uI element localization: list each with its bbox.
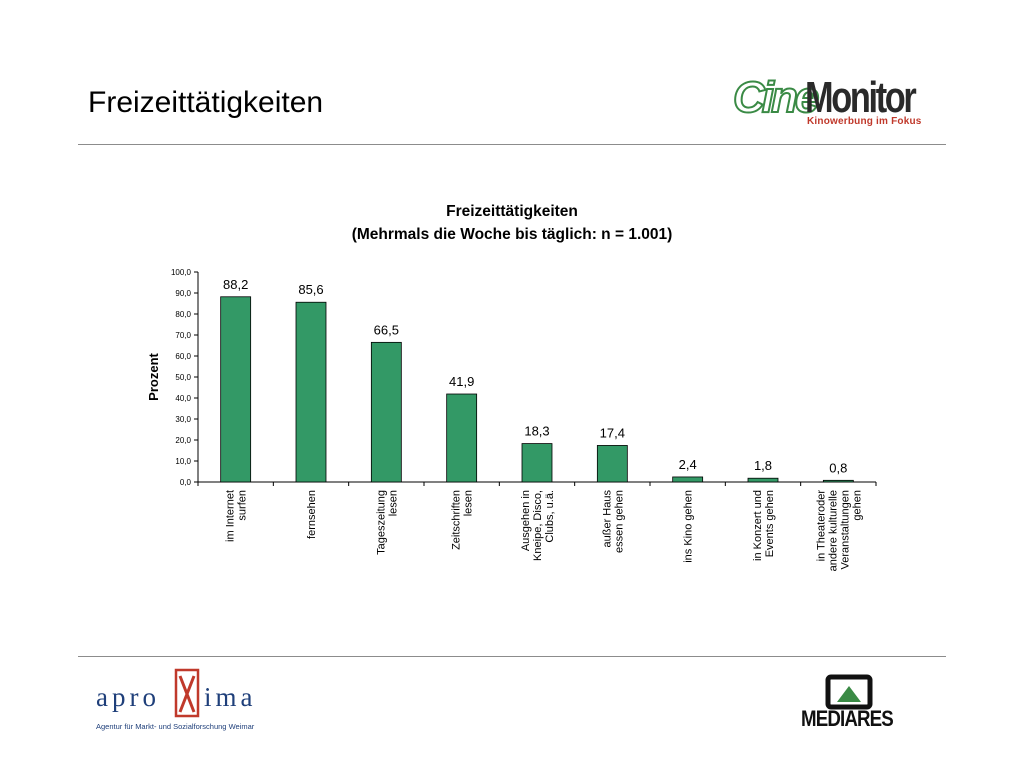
category-label-line: Events gehen: [764, 490, 776, 557]
category-label-line: Ausgehen in: [520, 490, 532, 551]
category-label: Ausgehen in Kneipe, Disco, Clubs, u.ä.: [520, 490, 556, 561]
bottom-divider: [78, 656, 946, 657]
category-label: fernsehen: [306, 490, 318, 539]
cinemonitor-logo: Cine Monitor Kinowerbung im Fokus: [732, 73, 943, 130]
bar: [370, 341, 402, 483]
category-label-line: Zeitschriften: [451, 490, 463, 550]
monitor-icon: [825, 674, 873, 710]
y-tick-label: 0,0: [180, 478, 192, 487]
category-label-line: lesen: [463, 490, 475, 516]
category-label-line: Veranstaltungen: [839, 490, 851, 570]
category-label: in Konzert und Events gehen: [752, 490, 776, 561]
y-tick-label: 60,0: [175, 352, 191, 361]
bar: [596, 445, 628, 483]
cinemonitor-logo-monitor: Monitor: [805, 73, 917, 122]
bar: [446, 393, 478, 483]
aproxima-logo-pre: apro: [96, 682, 160, 712]
category-label-line: im Internet: [225, 490, 237, 542]
chart-subtitle: (Mehrmals die Woche bis täglich: n = 1.0…: [351, 226, 673, 243]
category-label: Zeitschriften lesen: [451, 490, 475, 550]
value-label: 88,2: [223, 277, 248, 292]
category-label: in Theateroder andere kulturelle Veranstal…: [815, 490, 863, 572]
category-label: ins Kino gehen: [683, 490, 695, 563]
y-tick-label: 10,0: [175, 457, 191, 466]
value-label: 66,5: [374, 322, 399, 337]
y-tick-label: 90,0: [175, 289, 191, 298]
cinemonitor-tagline: Kinowerbung im Fokus: [807, 116, 922, 127]
value-label: 1,8: [754, 458, 772, 473]
slide-title: Freizeittätigkeiten: [88, 86, 324, 119]
y-tick-label: 80,0: [175, 310, 191, 319]
bar: [822, 479, 854, 483]
chart-title: Freizeittätigkeiten: [446, 203, 578, 220]
aproxima-subtitle: Agentur für Markt- und Sozialforschung W…: [96, 722, 255, 731]
bar: [220, 296, 252, 483]
y-tick-label: 40,0: [175, 394, 191, 403]
category-label-line: lesen: [387, 490, 399, 516]
bar: [295, 301, 327, 483]
y-tick-label: 100,0: [171, 268, 192, 277]
y-tick-label: 70,0: [175, 331, 191, 340]
category-label-line: gehen: [851, 490, 863, 521]
value-label: 2,4: [679, 457, 697, 472]
bar: [672, 476, 704, 483]
aproxima-logo-post: ima: [204, 682, 257, 712]
cinemonitor-logo-cine: Cine: [732, 73, 820, 123]
category-label-line: surfen: [237, 490, 249, 521]
top-divider: [78, 144, 946, 145]
bar: [747, 477, 779, 483]
y-tick-label: 30,0: [175, 415, 191, 424]
category-label: außer Haus essen gehen: [601, 490, 625, 553]
category-label-line: andere kulturelle: [827, 490, 839, 571]
category-label-line: Clubs, u.ä.: [544, 490, 556, 543]
mediares-logo-text: MEDIARES: [801, 706, 894, 731]
mediares-logo: MEDIARES: [801, 674, 911, 736]
aproxima-logo: apro ima Agentur für Markt- und Sozialfo…: [96, 668, 276, 738]
category-label-line: Tageszeitung: [375, 490, 387, 555]
value-label: 85,6: [298, 282, 323, 297]
aproxima-x-icon: [174, 668, 200, 718]
y-tick-label: 50,0: [175, 373, 191, 382]
category-label: Tageszeitung lesen: [375, 490, 399, 555]
bar: [521, 443, 553, 483]
value-label: 0,8: [829, 460, 847, 475]
value-label: 41,9: [449, 374, 474, 389]
aproxima-logo-mark: apro ima: [96, 668, 257, 718]
category-label-line: Kneipe, Disco,: [532, 490, 544, 561]
y-tick-label: 20,0: [175, 436, 191, 445]
category-label: im Internet surfen: [225, 490, 249, 542]
y-axis-label: Prozent: [146, 352, 161, 400]
category-label-line: in Konzert und: [752, 490, 764, 561]
category-label-line: außer Haus: [601, 490, 613, 548]
category-label-line: ins Kino gehen: [683, 490, 695, 563]
category-label-line: essen gehen: [613, 490, 625, 553]
category-label-line: in Theateroder: [815, 490, 827, 562]
value-label: 18,3: [524, 424, 549, 439]
category-label-line: fernsehen: [306, 490, 318, 539]
value-label: 17,4: [600, 425, 625, 440]
